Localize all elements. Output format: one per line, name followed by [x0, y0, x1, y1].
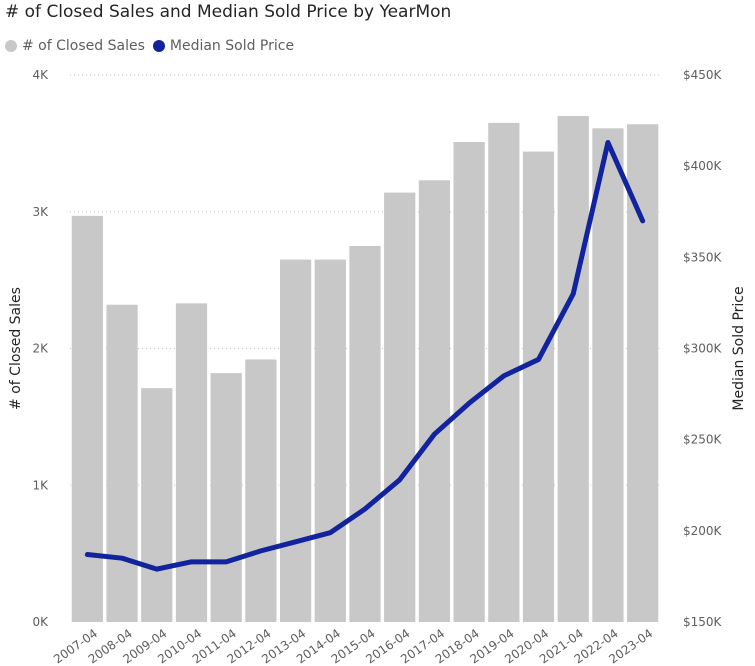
legend-marker-median-price: [152, 40, 165, 52]
legend-label-median-price: Median Sold Price: [169, 38, 295, 54]
y-right-tick-label: $250K: [683, 433, 723, 447]
bar-2015-04: [349, 245, 381, 622]
legend-item-closed-sales[interactable]: # of Closed Sales: [5, 38, 145, 54]
bar-2010-04: [175, 303, 208, 622]
bar-2020-04: [522, 151, 555, 622]
y-left-tick-label: 4K: [32, 68, 49, 82]
bar-2016-04: [384, 192, 416, 623]
y-right-tick-label: $400K: [683, 159, 723, 173]
y-right-tick-label: $350K: [683, 250, 723, 264]
bar-2017-04: [418, 180, 451, 623]
y-left-axis-title: # of Closed Sales: [8, 287, 24, 410]
bar-2007-04: [71, 215, 103, 623]
y-left-tick-label: 2K: [32, 342, 49, 356]
legend-item-median-price[interactable]: Median Sold Price: [152, 38, 295, 54]
bar-2023-04: [627, 124, 659, 622]
legend: # of Closed Sales Median Sold Price: [5, 38, 302, 54]
bar-2021-04: [557, 116, 589, 623]
bar-2014-04: [314, 259, 346, 622]
bar-2008-04: [106, 304, 138, 622]
y-left-tick-label: 1K: [32, 478, 49, 492]
y-right-tick-label: $150K: [683, 615, 723, 629]
legend-label-closed-sales: # of Closed Sales: [22, 38, 145, 54]
bar-2012-04: [245, 359, 277, 622]
y-right-tick-label: $200K: [683, 524, 723, 538]
bar-2011-04: [210, 373, 242, 622]
bar-2022-04: [592, 128, 624, 622]
y-right-axis-title: Median Sold Price: [731, 286, 747, 410]
bar-2018-04: [453, 142, 485, 622]
y-right-tick-label: $300K: [683, 342, 723, 356]
y-right-tick-label: $450K: [683, 68, 723, 82]
chart-title: # of Closed Sales and Median Sold Price …: [5, 2, 452, 22]
bar-2009-04: [141, 388, 173, 622]
bar-2013-04: [279, 259, 312, 622]
y-left-tick-label: 0K: [32, 615, 49, 629]
legend-marker-closed-sales: [5, 40, 17, 52]
y-left-tick-label: 3K: [32, 205, 49, 219]
median-price-line: [84, 139, 646, 572]
